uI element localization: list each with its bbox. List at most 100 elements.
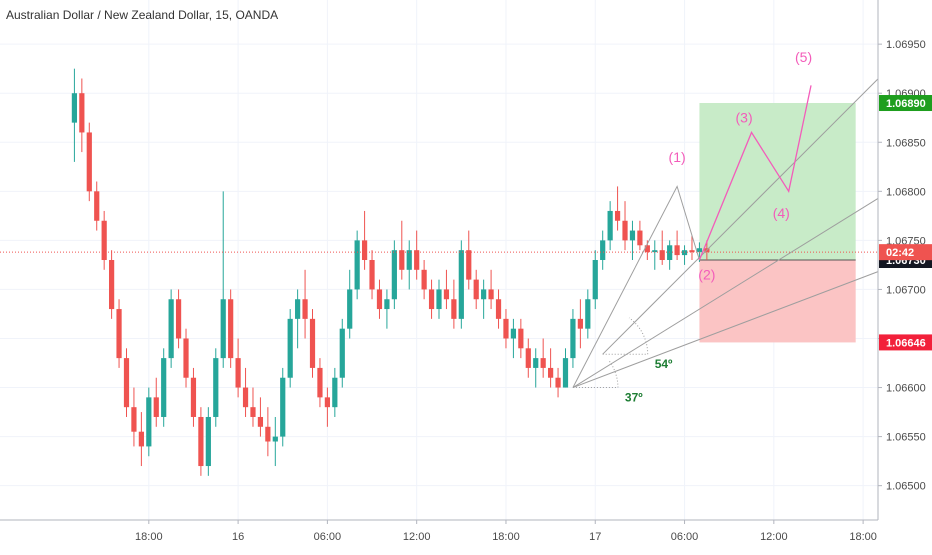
candle-body — [466, 250, 472, 280]
target-price-tag — [879, 95, 932, 112]
wave-label: (4) — [773, 205, 790, 221]
y-tick-label: 1.06550 — [886, 432, 926, 444]
impulse-path[interactable] — [572, 185, 700, 388]
candle-body — [168, 299, 174, 359]
candle-body — [309, 318, 316, 368]
time-axis[interactable] — [0, 520, 932, 550]
candle-body — [674, 245, 680, 256]
candle-body — [317, 367, 323, 398]
candle-body — [153, 397, 159, 417]
candle-body — [71, 93, 78, 123]
candle-body — [123, 358, 130, 408]
price-axis[interactable] — [878, 0, 932, 550]
candle-body — [458, 250, 464, 319]
wave-label: (2) — [698, 267, 715, 283]
candle-body — [540, 358, 546, 368]
x-tick-label: 18:00 — [135, 531, 163, 543]
candle-body — [146, 397, 152, 447]
fan-line[interactable] — [572, 271, 879, 389]
candle-body — [272, 436, 278, 442]
candle-body — [503, 318, 509, 339]
candle-body — [488, 289, 494, 300]
candle-body — [131, 407, 137, 432]
candle-body — [228, 299, 234, 359]
wave-projection-path[interactable] — [698, 85, 812, 261]
stop-price-label: 1.06646 — [886, 337, 926, 349]
candle-body — [287, 318, 293, 378]
fan-line[interactable] — [602, 78, 879, 355]
candle-body — [622, 220, 628, 241]
candle-body — [213, 358, 219, 417]
wave-label: (1) — [669, 149, 686, 165]
target-price-label: 1.06890 — [886, 98, 926, 110]
chart-title: Australian Dollar / New Zealand Dollar, … — [6, 8, 279, 22]
candle-body — [406, 250, 412, 270]
candle-body — [585, 299, 591, 329]
x-tick-label: 06:00 — [671, 531, 699, 543]
stop-zone[interactable] — [699, 260, 856, 343]
candle-body — [518, 328, 524, 349]
wave-label: (5) — [795, 49, 812, 65]
y-tick-label: 1.06950 — [886, 39, 926, 51]
candle-body — [548, 367, 554, 378]
angle-arc — [628, 317, 649, 355]
angle-label: 54º — [655, 357, 673, 371]
candle-body — [421, 269, 427, 290]
candle-body — [235, 358, 241, 388]
candle-body — [161, 358, 167, 417]
candle-body — [399, 250, 405, 270]
candle-body — [220, 299, 226, 359]
candle-body — [242, 387, 249, 408]
candle-body — [495, 299, 502, 319]
candle-body — [510, 328, 517, 339]
candle-body — [659, 250, 665, 260]
candle-body — [652, 250, 658, 253]
candle-body — [175, 299, 182, 339]
candle-body — [555, 377, 561, 388]
y-tick-label: 1.06600 — [886, 383, 926, 395]
x-tick-label: 12:00 — [403, 531, 431, 543]
candle-body — [116, 309, 122, 359]
candle-body — [101, 220, 107, 260]
y-tick-label: 1.06850 — [886, 137, 926, 149]
candle-body — [339, 328, 345, 378]
x-tick-label: 06:00 — [314, 531, 342, 543]
candle-body — [86, 132, 92, 192]
y-tick-label: 1.06700 — [886, 284, 926, 296]
candle-body — [332, 377, 338, 408]
wave-label: (3) — [736, 110, 753, 126]
countdown-tag — [879, 244, 932, 261]
y-tick-label: 1.06800 — [886, 186, 926, 198]
candle-body — [369, 260, 375, 290]
candle-body — [562, 358, 569, 388]
candle-body — [324, 397, 330, 408]
candle-body — [391, 250, 397, 300]
y-tick-label: 1.06500 — [886, 481, 926, 493]
angle-label: 37º — [625, 391, 643, 405]
candle-body — [138, 431, 144, 447]
candle-body — [414, 250, 420, 270]
x-tick-label: 17 — [589, 531, 601, 543]
candle-body — [295, 299, 301, 319]
candle-body — [250, 407, 256, 417]
candle-body — [577, 318, 583, 329]
candle-body — [592, 260, 598, 300]
candle-body — [436, 289, 442, 310]
candle-body — [600, 240, 606, 260]
target-zone[interactable] — [699, 103, 856, 261]
candle-body — [451, 299, 457, 319]
candle-body — [265, 426, 271, 442]
candle-body — [302, 299, 308, 319]
candle-body — [280, 377, 286, 437]
fan-line[interactable] — [572, 197, 879, 388]
candle-body — [570, 318, 576, 359]
x-tick-label: 16 — [232, 531, 244, 543]
candle-body — [347, 289, 353, 329]
candle-body — [79, 93, 85, 133]
countdown-label: 02:42 — [886, 247, 914, 259]
candle-body — [629, 230, 636, 241]
candle-body — [190, 377, 197, 417]
x-tick-label: 12:00 — [760, 531, 788, 543]
